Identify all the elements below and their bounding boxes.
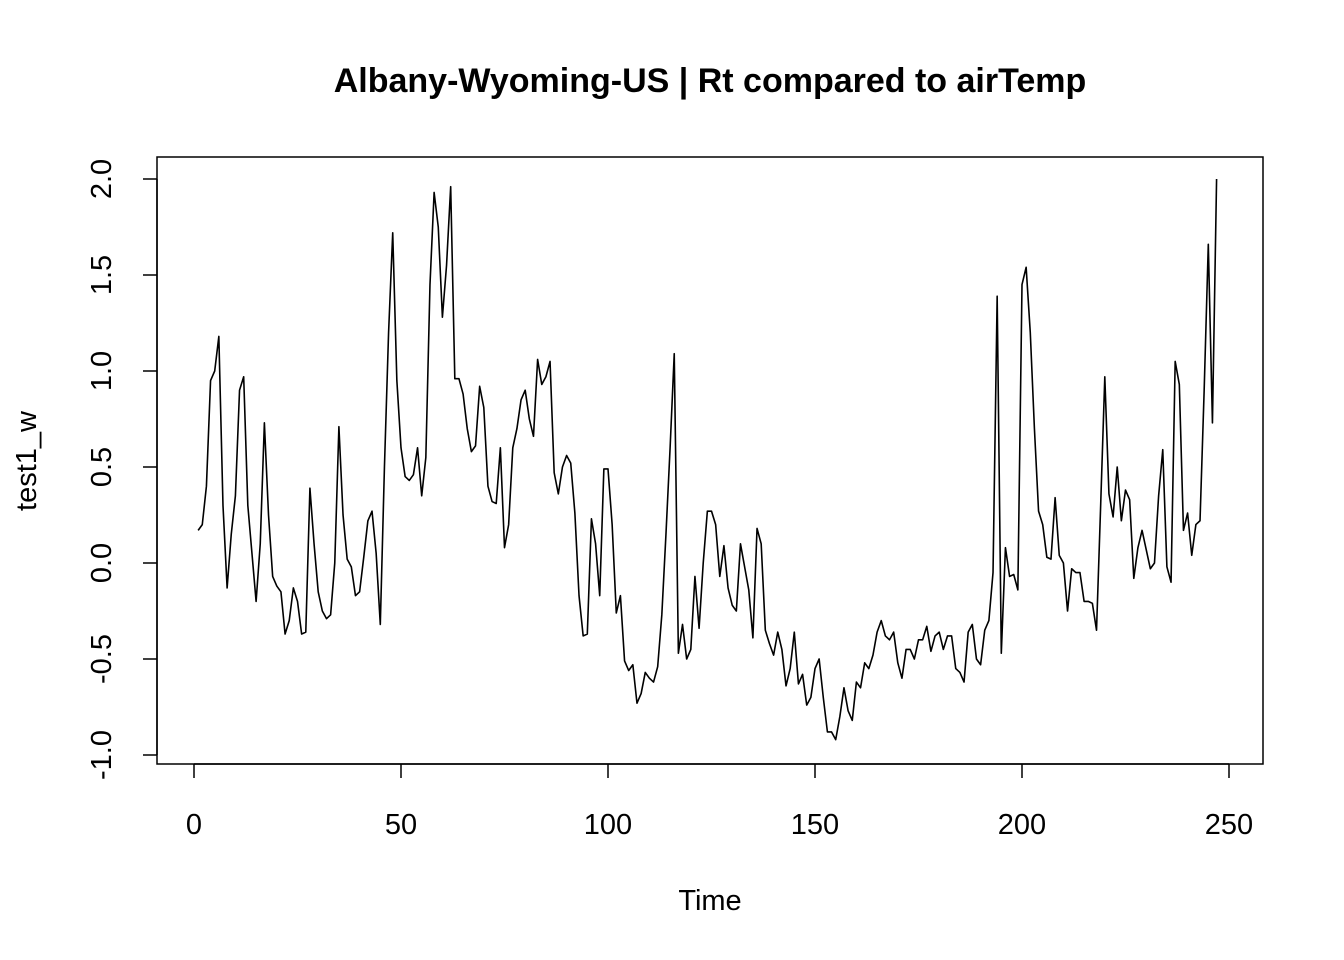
y-tick-label: -1.0 bbox=[86, 730, 118, 780]
x-tick-label: 0 bbox=[186, 809, 202, 841]
x-tick-label: 200 bbox=[998, 809, 1046, 841]
y-tick-label: 0.0 bbox=[86, 543, 118, 583]
x-tick-label: 150 bbox=[791, 809, 839, 841]
series-line bbox=[197, 178, 1218, 741]
plot-frame bbox=[156, 156, 1264, 765]
y-tick-label: 0.5 bbox=[86, 447, 118, 487]
y-tick-label: 2.0 bbox=[86, 159, 118, 199]
y-axis-label: test1_w bbox=[11, 410, 43, 511]
y-axis: -1.0 -0.5 0.0 0.5 1.0 1.5 2.0 bbox=[86, 159, 158, 780]
y-tick-label: 1.0 bbox=[86, 351, 118, 391]
x-tick-label: 50 bbox=[385, 809, 417, 841]
y-tick-label: 1.5 bbox=[86, 255, 118, 295]
x-axis: 0 50 100 150 200 250 bbox=[186, 763, 1253, 841]
x-tick-label: 100 bbox=[584, 809, 632, 841]
chart-title: Albany-Wyoming-US | Rt compared to airTe… bbox=[334, 62, 1087, 100]
x-axis-label: Time bbox=[678, 885, 741, 917]
y-tick-label: -0.5 bbox=[86, 634, 118, 684]
x-tick-label: 250 bbox=[1205, 809, 1253, 841]
